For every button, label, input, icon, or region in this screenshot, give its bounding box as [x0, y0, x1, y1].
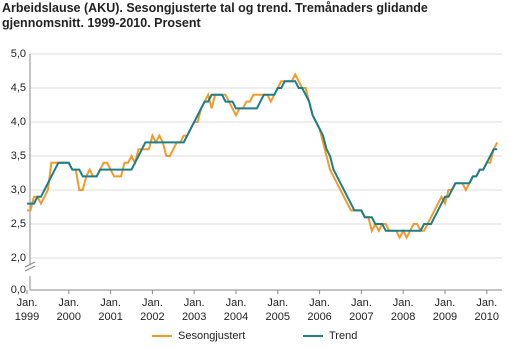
y-tick-label: 2,0 [11, 252, 26, 264]
y-tick-label: 2,5 [11, 218, 26, 230]
x-tick-label: Jan. 2005 [266, 297, 290, 323]
x-tick-label: Jan. 2009 [433, 297, 457, 323]
y-tick-label: 3,5 [11, 150, 26, 162]
x-tick-label: Jan. 2000 [57, 297, 81, 323]
x-tick-label: Jan. 2006 [307, 297, 331, 323]
x-tick-label: Jan. 2008 [391, 297, 415, 323]
y-tick-label: 4,5 [11, 82, 26, 94]
y-tick-label: 4,0 [11, 116, 26, 128]
x-tick-label: Jan. 2001 [98, 297, 122, 323]
chart-title: Arbeidslause (AKU). Sesongjusterte tal o… [2, 1, 428, 30]
series-line [27, 72, 499, 240]
x-tick-label: Jan. 2004 [224, 297, 248, 323]
y-tick-label: 3,0 [11, 184, 26, 196]
x-tick-label: Jan. 2010 [475, 297, 499, 323]
axis-break [24, 261, 36, 272]
y-tick-label: 5,0 [11, 48, 26, 60]
legend-label: Sesongjustert [178, 330, 245, 342]
x-tick-label: Jan. 2002 [140, 297, 164, 323]
y-tick-label: 0,0 [11, 284, 26, 296]
x-tick-label: Jan. 2007 [349, 297, 373, 323]
x-tick-label: Jan. 2003 [182, 297, 206, 323]
legend-label: Trend [329, 330, 357, 342]
x-tick-label: Jan. 1999 [15, 297, 39, 323]
series-line [27, 80, 498, 232]
